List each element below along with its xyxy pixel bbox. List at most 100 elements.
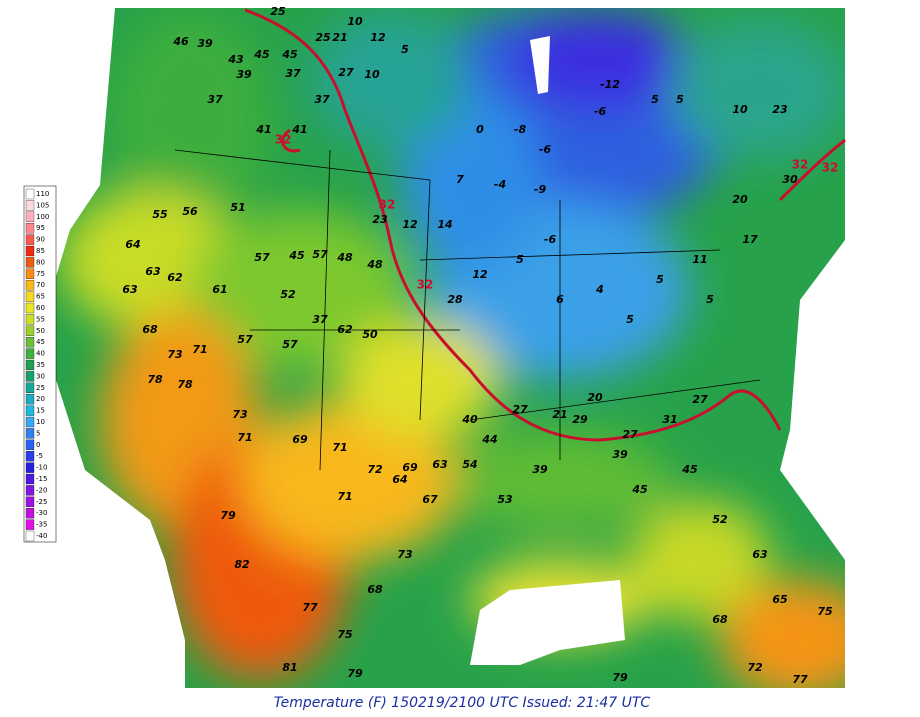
legend-label: 50: [36, 327, 45, 335]
station-temp: 73: [167, 348, 183, 361]
station-temp: 44: [481, 433, 497, 446]
legend-swatch: [25, 405, 35, 416]
station-temp: 75: [337, 628, 353, 641]
station-temp: 57: [237, 333, 253, 346]
station-temp: 10: [347, 15, 363, 28]
station-temp: 29: [572, 413, 588, 426]
legend-swatch: [25, 473, 35, 485]
legend-swatch: [25, 234, 35, 245]
station-temp: 72: [367, 463, 383, 476]
freezing-contour: [244, 8, 846, 442]
station-temp: 75: [817, 605, 833, 618]
station-temp: 64: [125, 238, 140, 251]
station-temp: 77: [792, 673, 808, 686]
station-temp: 11: [692, 253, 707, 266]
legend-label: 10: [36, 418, 45, 426]
station-temp: 5: [676, 93, 684, 106]
contour-label: 32: [822, 161, 839, 175]
legend-swatch: [25, 188, 35, 200]
legend-swatch: [25, 257, 35, 268]
station-temp: 73: [397, 548, 413, 561]
station-temp: 5: [656, 273, 664, 286]
legend-label: 15: [36, 407, 45, 415]
station-temp: 0: [476, 123, 484, 136]
station-temp: 57: [282, 338, 298, 351]
station-temp: 27: [512, 403, 528, 416]
legend-swatch: [25, 485, 35, 496]
station-temp: 79: [347, 667, 363, 680]
station-temp: 64: [392, 473, 407, 486]
station-temp: 63: [752, 548, 768, 561]
legend-label: 70: [36, 281, 45, 289]
legend-swatch: [25, 245, 35, 257]
legend-label: -10: [36, 464, 47, 472]
station-temp: 27: [338, 66, 354, 79]
legend-swatch: [25, 200, 35, 211]
legend-swatch: [25, 462, 35, 473]
station-temp: 10: [732, 103, 748, 116]
legend-swatch: [25, 382, 35, 393]
legend-label: 105: [36, 201, 49, 209]
legend-swatch: [25, 348, 35, 359]
legend-swatch: [25, 211, 35, 222]
station-temp: -4: [494, 178, 506, 191]
station-temp: 41: [291, 123, 307, 136]
caption: Temperature (F) 150219/2100 UTC Issued: …: [274, 695, 651, 711]
legend-swatch: [25, 530, 35, 542]
station-temp: 20: [732, 193, 748, 206]
legend-swatch: [25, 439, 35, 450]
legend-label: 85: [36, 247, 45, 255]
station-temp: 25: [315, 31, 331, 44]
legend-swatch: [25, 519, 35, 530]
station-temp: 12: [472, 268, 488, 281]
legend-label: 25: [36, 384, 45, 392]
station-temp: 39: [532, 463, 548, 476]
station-temp: 43: [227, 53, 244, 66]
station-temp: 5: [516, 253, 524, 266]
station-temp: -6: [594, 105, 607, 118]
contour-label: 32: [792, 158, 809, 172]
legend-label: -5: [36, 452, 43, 460]
legend-swatch: [25, 302, 35, 314]
station-temp: 62: [167, 271, 183, 284]
station-temp: 14: [437, 218, 452, 231]
station-temp: 6: [556, 293, 564, 306]
station-temp: 62: [337, 323, 353, 336]
station-temp: 45: [253, 48, 270, 61]
station-temp: 25: [270, 5, 286, 18]
legend-swatch: [25, 428, 35, 439]
station-temp: 41: [255, 123, 271, 136]
station-temp: 68: [142, 323, 158, 336]
station-temp: 12: [370, 31, 386, 44]
legend-label: -35: [36, 521, 47, 529]
station-temp: 45: [631, 483, 648, 496]
legend-label: 35: [36, 361, 45, 369]
station-temp: 78: [147, 373, 163, 386]
legend-label: 0: [36, 441, 40, 449]
station-temp: 63: [432, 458, 448, 471]
legend-swatch: [25, 325, 35, 336]
station-temp: 52: [712, 513, 728, 526]
legend-swatch: [25, 268, 35, 279]
station-temp: 69: [292, 433, 308, 446]
legend-swatch: [25, 496, 35, 507]
station-temp: 48: [366, 258, 383, 271]
station-temp: -6: [544, 233, 557, 246]
station-temp: 45: [681, 463, 698, 476]
station-temp: 61: [212, 283, 227, 296]
legend-label: 45: [36, 338, 45, 346]
contour-label: 32: [379, 198, 396, 212]
station-temp: 5: [401, 43, 409, 56]
legend-label: 20: [36, 395, 45, 403]
station-temp: 68: [712, 613, 728, 626]
station-temp: 56: [182, 205, 198, 218]
station-temp: 71: [192, 343, 207, 356]
station-temp: 51: [230, 201, 245, 214]
station-temp: 57: [254, 251, 270, 264]
station-temp: 12: [402, 218, 418, 231]
legend-label: -15: [36, 475, 47, 483]
legend-label: 100: [36, 213, 49, 221]
